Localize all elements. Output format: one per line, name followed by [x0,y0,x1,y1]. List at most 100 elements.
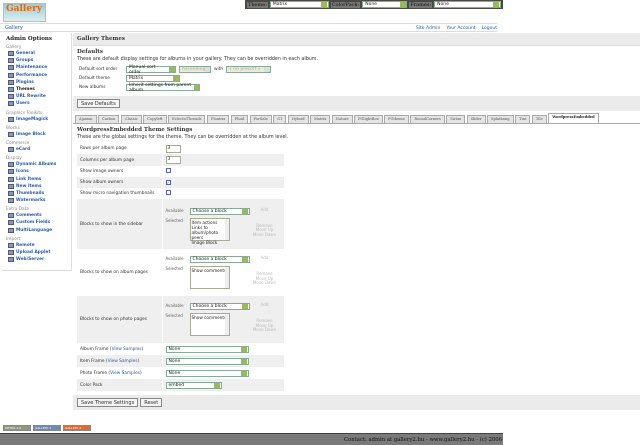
default-theme-row: Default theme Matrix [79,74,640,83]
selected-block-item[interactable]: Item actions [191,219,218,225]
color-pack-select[interactable]: embed [165,381,222,389]
sidebar-item-new-items[interactable]: New Items [6,183,67,190]
tab-g1[interactable]: G1 [273,115,287,123]
tab-ajaxian[interactable]: Ajaxian [75,115,97,123]
tab-forsale[interactable]: ForSale [249,115,272,123]
theme-select[interactable]: Matrix [269,1,329,8]
sidebar-item-url-rewrite[interactable]: URL Rewrite [6,93,67,100]
remove-button[interactable]: Remove [256,271,273,276]
selected-block-item[interactable]: Image Block [191,239,218,245]
tab-slider[interactable]: Slider [466,115,486,123]
sidebar-item-dynamic-albums[interactable]: Dynamic Albums [6,161,67,168]
tab-wordpressembedded[interactable]: WordpressEmbedded [548,113,599,123]
rows-input[interactable]: 3 [165,144,181,153]
available-label: Available [165,256,184,261]
view-samples-link[interactable]: View Samples [110,370,140,376]
move-down-button[interactable]: Move Down [252,280,277,285]
available-block-select[interactable]: Choose a block [189,207,250,215]
move-up-button[interactable]: Move Up [255,322,274,328]
tab-roundcorners[interactable]: RoundCorners [410,115,445,123]
sidebar-item-maintenance[interactable]: Maintenance [6,64,67,71]
gallery-badge[interactable]: GALLERY 2 [33,425,61,431]
your-account-link[interactable]: Your Account [446,26,476,31]
selected-block-item[interactable]: Links to album/photo peers [191,224,219,240]
add-button[interactable]: Add [260,206,269,212]
sidebar-item-web-server[interactable]: Web/Server [6,256,67,263]
tab-tile[interactable]: Tile [531,115,547,123]
tab-tint[interactable]: Tint [515,115,531,123]
sidebar-item-icons[interactable]: Icons [6,168,67,175]
tab-fluid[interactable]: Fluid [230,115,249,123]
cols-input[interactable]: 3 [165,156,181,164]
sidebar-item-link-items[interactable]: Link Items [6,175,67,182]
micro-nav-checkbox[interactable] [165,190,171,195]
reset-button[interactable]: Reset [140,398,163,407]
tab-carbon[interactable]: Carbon [98,115,120,123]
sidebar-item-plugins[interactable]: Plugins [6,79,67,86]
tab-pglightbox[interactable]: PGlightBox [354,115,383,123]
frames-select[interactable]: None [434,1,501,8]
tab-hybrid[interactable]: Hybrid [287,115,309,123]
remove-button[interactable]: Remove [256,318,273,323]
sort-order-select[interactable]: Manual sort order [126,65,176,75]
photo-frame-select[interactable]: None [165,369,249,377]
image-owners-checkbox[interactable] [165,168,171,173]
gallery-badge-2[interactable]: GALLERY 2 [63,425,91,431]
sidebar-item-themes[interactable]: Themes [6,86,67,93]
tab-copyleft[interactable]: Copyleft [143,115,167,123]
move-down-button[interactable]: Move Down [252,231,277,237]
available-block-select[interactable]: Choose a block [189,256,250,263]
sidebar-item-watermarks[interactable]: Watermarks [6,197,67,204]
sidebar-item-multilanguage[interactable]: MultiLanguage [6,227,67,234]
sidebar-item-custom-fields[interactable]: Custom Fields [6,219,67,226]
move-up-button[interactable]: Move Up [255,227,274,232]
item-frame-select[interactable]: None [165,357,249,365]
default-theme-select[interactable]: Matrix [126,75,180,82]
tab-classic[interactable]: Classic [120,115,142,123]
add-button[interactable]: Add [260,255,269,260]
tab-splatbang[interactable]: Splatbang [487,115,514,123]
selected-blocks-list[interactable]: Show comments [189,313,230,336]
sidebar-item-label: Custom Fields [16,220,51,226]
selected-block-item[interactable]: Show comments [191,268,227,273]
sidebar-item-remote[interactable]: Remote [6,242,67,249]
selected-blocks-list[interactable]: Item actions Links to album/photo peers Im… [189,217,230,245]
logout-link[interactable]: Logout [481,26,497,31]
new-albums-select[interactable]: Inherit settings from parent album [126,83,200,93]
tab-eclecticthreads[interactable]: EclecticThreads [168,115,206,123]
move-up-button[interactable]: Move Up [255,275,274,281]
album-owners-checkbox[interactable]: ✓ [165,179,171,185]
sidebar-item-users[interactable]: Users [6,100,67,107]
chevron-down-icon [214,382,220,388]
xhtml-badge[interactable]: XHTML 1.0 [3,425,31,431]
remove-button[interactable]: Remove [256,222,273,228]
sidebar-item-thumbnails[interactable]: Thumbnails [6,190,67,197]
move-down-button[interactable]: Move Down [252,327,277,332]
selected-blocks-list[interactable]: Show comments [189,266,230,289]
sidebar-item-groups[interactable]: Groups [6,57,67,64]
tab-nature[interactable]: Nature [331,115,353,123]
view-samples-link[interactable]: View Samples [111,346,142,352]
site-admin-link[interactable]: Site Admin [415,26,441,31]
colorpack-select[interactable]: None [362,1,408,8]
gallery-logo[interactable]: Gallery [3,3,46,22]
sidebar-item-image-block[interactable]: Image Block [6,131,67,138]
selected-block-item[interactable]: Show comments [191,315,227,320]
breadcrumb-gallery[interactable]: Gallery [5,25,23,31]
tab-pgtheme[interactable]: PGtheme [384,115,409,123]
sidebar-item-upload-applet[interactable]: Upload Applet [6,249,67,256]
tab-matrix[interactable]: Matrix [310,115,331,123]
tab-siriux[interactable]: Siriux [446,115,466,123]
album-frame-select[interactable]: None [165,345,249,353]
sidebar-item-ecard[interactable]: eCard [6,146,67,153]
add-button[interactable]: Add [260,302,269,307]
tab-floatrix[interactable]: Floatrix [206,115,230,123]
save-defaults-button[interactable]: Save Defaults [77,99,120,108]
available-block-select[interactable]: Choose a block [189,303,250,310]
sidebar-item-imagemagick[interactable]: ImageMagick [6,116,67,123]
save-theme-settings-button[interactable]: Save Theme Settings [77,398,139,407]
sidebar-item-comments[interactable]: Comments [6,212,67,219]
sidebar-item-general[interactable]: General [6,50,67,57]
sidebar-item-performance[interactable]: Performance [6,72,67,79]
view-samples-link[interactable]: View Samples [107,358,138,364]
